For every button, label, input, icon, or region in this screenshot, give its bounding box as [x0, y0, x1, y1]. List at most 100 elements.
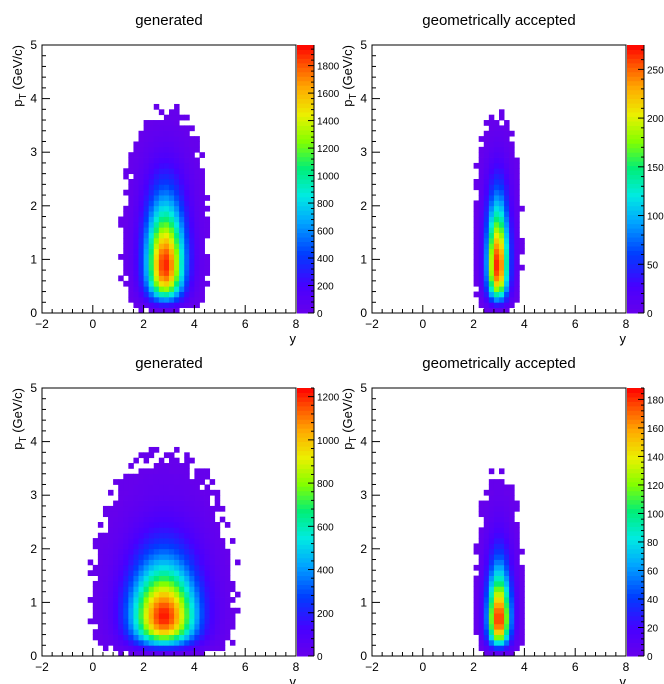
heatmap-cell: [108, 554, 114, 560]
heatmap-cell: [483, 489, 490, 496]
heatmap-cell: [514, 259, 520, 266]
heatmap-cell: [174, 463, 180, 469]
heatmap-cell: [189, 532, 195, 539]
heatmap-cell: [163, 254, 170, 260]
heatmap-cell: [113, 586, 119, 593]
colorbar-segment: [297, 396, 314, 402]
heatmap-cell: [158, 179, 165, 185]
heatmap-cell: [108, 591, 114, 598]
heatmap-cell: [128, 473, 134, 480]
colorbar-segment: [297, 187, 314, 193]
heatmap-cell: [163, 146, 170, 153]
colorbar-segment: [627, 571, 644, 577]
heatmap-cell: [199, 473, 205, 480]
heatmap-cell: [148, 146, 155, 153]
heatmap-cell: [189, 586, 195, 593]
heatmap-cell: [123, 538, 129, 544]
heatmap-cell: [189, 296, 195, 303]
colorbar-segment: [627, 219, 644, 225]
heatmap-cell: [514, 597, 520, 603]
heatmap-cell: [509, 184, 515, 191]
heatmap-cell: [189, 125, 195, 132]
heatmap-cell: [184, 125, 190, 132]
heatmap-cell: [97, 623, 104, 630]
heatmap-cell: [493, 286, 500, 292]
heatmap-cell: [174, 623, 180, 630]
heatmap-cell: [509, 157, 515, 164]
heatmap-cell: [204, 264, 211, 271]
heatmap-cell: [158, 564, 165, 571]
heatmap-cell: [509, 168, 515, 175]
heatmap-cell: [163, 227, 170, 233]
heatmap-cell: [488, 302, 495, 309]
colorbar-segment: [627, 401, 644, 407]
heatmap-cell: [163, 586, 170, 593]
heatmap-cell: [488, 173, 495, 180]
heatmap-cell: [158, 457, 165, 464]
heatmap-cell: [224, 559, 231, 566]
heatmap-cell: [493, 522, 500, 528]
colorbar-segment: [297, 219, 314, 225]
heatmap-cell: [143, 548, 150, 555]
heatmap-cell: [97, 554, 104, 560]
heatmap-cell: [163, 473, 170, 480]
heatmap-cell: [138, 623, 144, 630]
heatmap-cell: [488, 205, 495, 212]
heatmap-cell: [189, 639, 195, 646]
heatmap-cell: [184, 522, 190, 528]
heatmap-cell: [184, 205, 190, 212]
heatmap-cell: [174, 505, 180, 512]
heatmap-cell: [108, 559, 114, 566]
heatmap-cell: [488, 286, 495, 292]
heatmap-cell: [143, 168, 150, 175]
heatmap-cell: [169, 597, 175, 603]
heatmap-cell: [128, 505, 134, 512]
heatmap-cell: [473, 243, 480, 250]
heatmap-cell: [209, 479, 216, 485]
colorbar-segment: [297, 192, 314, 198]
heatmap-cell: [504, 500, 510, 507]
heatmap-cell: [158, 221, 165, 228]
heatmap-cell: [509, 613, 515, 619]
heatmap-cell: [509, 645, 515, 652]
heatmap-cell: [204, 613, 211, 619]
heatmap-cell: [133, 538, 139, 544]
heatmap-cell: [133, 211, 139, 217]
heatmap-cell: [483, 532, 490, 539]
heatmap-cell: [158, 302, 165, 309]
heatmap-cell: [148, 221, 155, 228]
heatmap-cell: [148, 264, 155, 271]
heatmap-cell: [184, 586, 190, 593]
heatmap-cell: [143, 607, 150, 614]
heatmap-cell: [123, 602, 129, 609]
heatmap-cell: [483, 152, 490, 158]
heatmap-cell: [478, 639, 485, 646]
heatmap-cell: [499, 130, 505, 137]
heatmap-cell: [163, 136, 170, 142]
heatmap-cell: [473, 216, 480, 223]
heatmap-cell: [153, 564, 160, 571]
heatmap-cell: [138, 168, 144, 175]
heatmap-cell: [504, 146, 510, 153]
heatmap-cell: [514, 538, 520, 544]
heatmap-cell: [199, 554, 205, 560]
heatmap-cell: [102, 623, 109, 630]
heatmap-cell: [184, 613, 190, 619]
colorbar-tick-label: 200: [317, 282, 334, 293]
heatmap-cell: [499, 645, 505, 652]
colorbar-tick-label: 150: [647, 163, 664, 174]
heatmap-cell: [478, 613, 485, 619]
heatmap-cell: [194, 275, 200, 282]
heatmap-cell: [128, 270, 134, 276]
heatmap-cell: [483, 157, 490, 164]
heatmap-cell: [194, 645, 200, 652]
heatmap-cell: [194, 607, 200, 614]
heatmap-cell: [214, 548, 221, 555]
heatmap-cell: [92, 586, 99, 593]
heatmap-cell: [504, 141, 510, 148]
heatmap-cell: [128, 495, 134, 501]
heatmap-cell: [209, 645, 216, 652]
colorbar-segment: [627, 539, 644, 545]
heatmap-cell: [184, 216, 190, 223]
